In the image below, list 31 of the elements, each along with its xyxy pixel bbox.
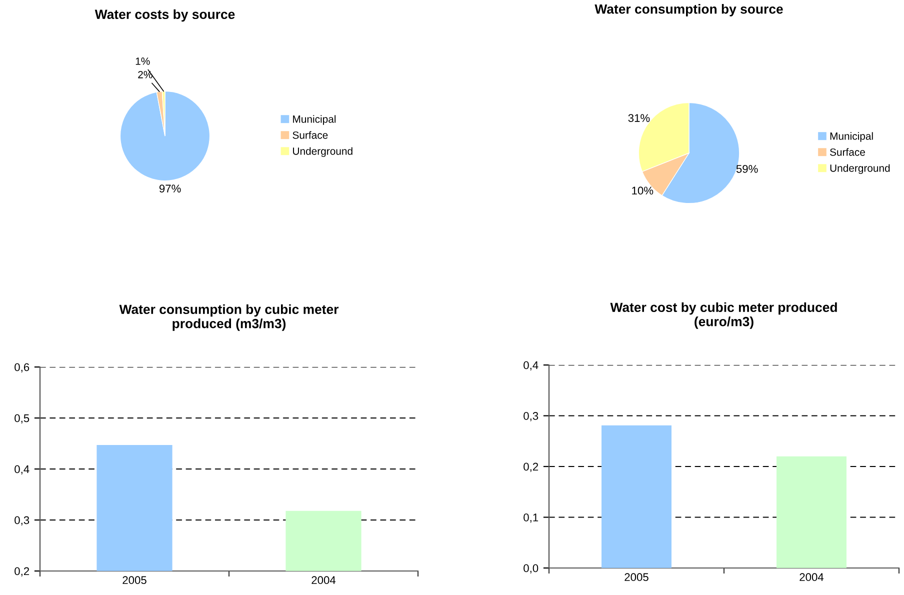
chart-title: Water consumption by cubic meter produced (m3/m3) (119, 304, 339, 331)
chart-title: Water costs by source (94, 9, 235, 22)
legend-label: Municipal (830, 132, 873, 142)
y-tick-label: 0,3 (14, 516, 30, 526)
legend-label: Underground (293, 147, 352, 157)
x-tick-label: 2004 (800, 573, 824, 582)
data-label: 59% (736, 164, 758, 173)
legend-label: Surface (830, 148, 865, 156)
x-tick-label: 2005 (624, 573, 648, 582)
y-tick-label: 0,5 (14, 414, 30, 424)
y-tick-label: 0,4 (524, 361, 538, 370)
data-label: 97% (159, 184, 181, 193)
legend-label: Underground (830, 164, 890, 174)
x-tick-label: 2005 (122, 576, 146, 584)
legend-label: Municipal (293, 115, 336, 125)
y-tick-label: 0,6 (14, 363, 30, 372)
y-tick-label: 0,2 (14, 567, 30, 576)
y-tick-label: 0,3 (524, 412, 538, 422)
data-label: 31% (628, 114, 650, 122)
data-label: 10% (632, 186, 654, 195)
chart-title: Water cost by cubic meter produced (euro/m3) (610, 302, 837, 329)
legend-label: Surface (292, 131, 328, 139)
data-label: 2% (138, 70, 152, 78)
chart-title: Water consumption by source (594, 4, 783, 16)
y-tick-label: 0,2 (524, 462, 538, 472)
data-label: 1% (136, 58, 150, 65)
y-tick-label: 0,0 (524, 564, 538, 574)
y-tick-label: 0,4 (14, 465, 30, 474)
pie-slice (120, 90, 210, 182)
y-tick-label: 0,1 (524, 514, 538, 523)
x-tick-label: 2004 (312, 576, 336, 584)
